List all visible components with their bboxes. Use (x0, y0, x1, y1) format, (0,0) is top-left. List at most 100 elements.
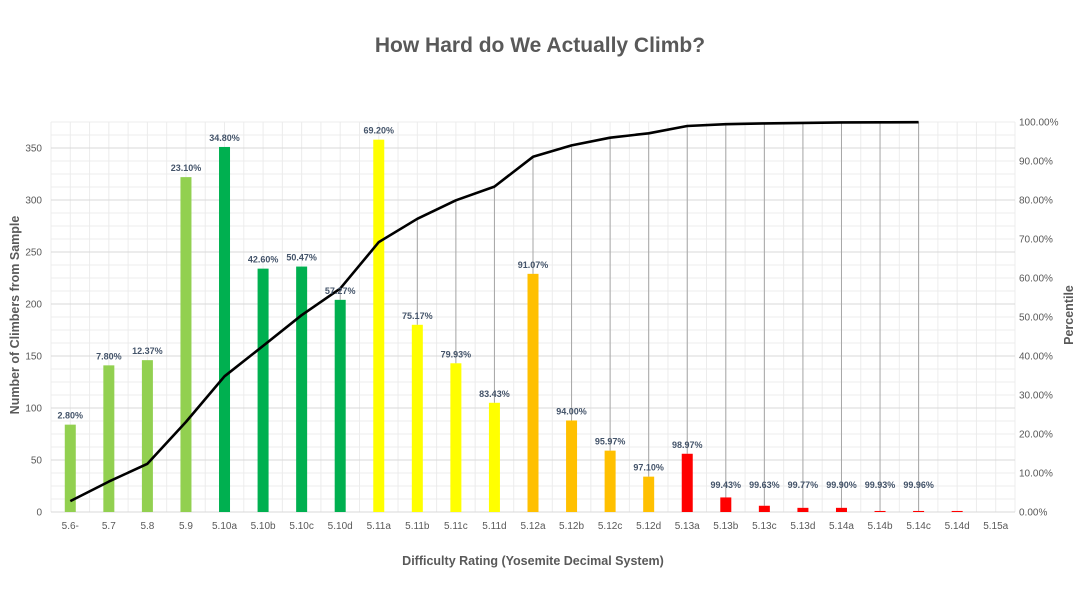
bar (450, 363, 462, 512)
x-tick-label: 5.10a (212, 521, 237, 532)
data-label: 2.80% (58, 411, 84, 421)
x-tick-label: 5.11d (482, 521, 506, 532)
data-label: 95.97% (595, 437, 626, 447)
x-tick-label: 5.7 (102, 521, 116, 532)
data-label: 23.10% (171, 163, 202, 173)
x-tick-label: 5.14b (868, 521, 893, 532)
x-tick-label: 5.14d (945, 521, 970, 532)
percentile-line-series (69, 120, 919, 503)
percentile-line (69, 120, 919, 503)
data-label: 7.80% (96, 351, 122, 361)
y-tick-label: 0 (36, 508, 42, 519)
x-tick-label: 5.6- (62, 521, 79, 532)
x-tick-label: 5.13b (713, 521, 738, 532)
y2-tick-label: 60.00% (1019, 274, 1053, 285)
bar (373, 139, 385, 512)
x-tick-label: 5.12d (636, 521, 661, 532)
data-label: 99.96% (903, 480, 934, 490)
x-tick-label: 5.13d (790, 521, 815, 532)
bar (411, 324, 423, 512)
x-axis-title: Difficulty Rating (Yosemite Decimal Syst… (402, 554, 664, 568)
x-tick-label: 5.10d (328, 521, 353, 532)
data-label: 99.43% (711, 480, 742, 490)
x-tick-label: 5.10b (251, 521, 276, 532)
x-tick-label: 5.8 (140, 521, 154, 532)
y2-tick-label: 40.00% (1019, 352, 1053, 363)
data-label: 83.43% (479, 389, 510, 399)
data-label: 34.80% (209, 133, 240, 143)
x-tick-label: 5.15a (983, 521, 1008, 532)
y-tick-label: 100 (25, 404, 42, 415)
y2-tick-label: 90.00% (1019, 157, 1053, 168)
x-tick-label: 5.11c (444, 521, 468, 532)
y2-axis-title: Percentile (1062, 285, 1076, 345)
data-label: 12.37% (132, 346, 163, 356)
bar (951, 510, 963, 512)
bar (141, 360, 153, 512)
bar (180, 177, 192, 512)
data-label: 91.07% (518, 260, 549, 270)
data-label: 97.10% (633, 463, 664, 473)
data-label: 99.90% (826, 480, 857, 490)
bar-series (64, 139, 963, 512)
y2-tick-label: 10.00% (1019, 469, 1053, 480)
x-tick-label: 5.12a (520, 521, 545, 532)
bar (797, 507, 809, 512)
data-label: 69.20% (363, 126, 394, 136)
x-tick-label: 5.13a (675, 521, 700, 532)
y-tick-label: 50 (31, 456, 43, 467)
y-tick-label: 300 (25, 196, 42, 207)
bar (103, 365, 115, 512)
y2-tick-label: 30.00% (1019, 391, 1053, 402)
data-label: 99.93% (865, 480, 896, 490)
bar (758, 505, 770, 512)
data-label: 98.97% (672, 440, 703, 450)
y-tick-label: 350 (25, 144, 42, 155)
data-label: 99.63% (749, 480, 780, 490)
bar (64, 424, 76, 512)
bar (874, 510, 886, 512)
bar (835, 507, 847, 512)
bar (681, 453, 693, 512)
bar (488, 402, 500, 512)
y-tick-label: 250 (25, 248, 42, 259)
y-tick-label: 200 (25, 300, 42, 311)
bar (566, 420, 578, 512)
x-tick-label: 5.9 (179, 521, 193, 532)
y2-tick-label: 70.00% (1019, 235, 1053, 246)
y2-tick-label: 100.00% (1019, 118, 1059, 129)
bar (257, 268, 269, 512)
data-label: 57.27% (325, 286, 356, 296)
axis-ticks: 0 50 100 150 200 250 300 350 0.00% 10.00% 20.00% 30… (25, 118, 1058, 533)
chart-title: How Hard do We Actually Climb? (374, 34, 706, 57)
data-label: 75.17% (402, 311, 433, 321)
bar (334, 299, 346, 512)
y-axis-title: Number of Climbers from Sample (8, 216, 22, 415)
x-tick-label: 5.14a (829, 521, 854, 532)
bar (643, 476, 655, 512)
y2-tick-label: 0.00% (1019, 508, 1047, 519)
y2-tick-label: 20.00% (1019, 430, 1053, 441)
data-label: 42.60% (248, 255, 279, 265)
bar (604, 450, 616, 512)
y2-tick-label: 80.00% (1019, 196, 1053, 207)
bar (720, 497, 732, 512)
data-label: 94.00% (556, 406, 587, 416)
x-tick-label: 5.11b (405, 521, 430, 532)
x-tick-label: 5.14c (906, 521, 930, 532)
bar (527, 273, 539, 512)
data-label: 79.93% (441, 349, 472, 359)
data-label: 99.77% (788, 480, 819, 490)
x-tick-label: 5.12c (598, 521, 622, 532)
percentile-drop-lines (339, 122, 920, 511)
y2-tick-label: 50.00% (1019, 313, 1053, 324)
bar (913, 510, 925, 512)
bar (219, 146, 231, 512)
y-tick-label: 150 (25, 352, 42, 363)
data-labels: 2.80% 7.80% 12.37% 23.10% 34.80% 42.60% 50.47%… (58, 126, 934, 490)
x-tick-label: 5.10c (289, 521, 313, 532)
x-tick-label: 5.12b (559, 521, 584, 532)
x-tick-label: 5.13c (752, 521, 776, 532)
data-label: 50.47% (286, 253, 317, 263)
